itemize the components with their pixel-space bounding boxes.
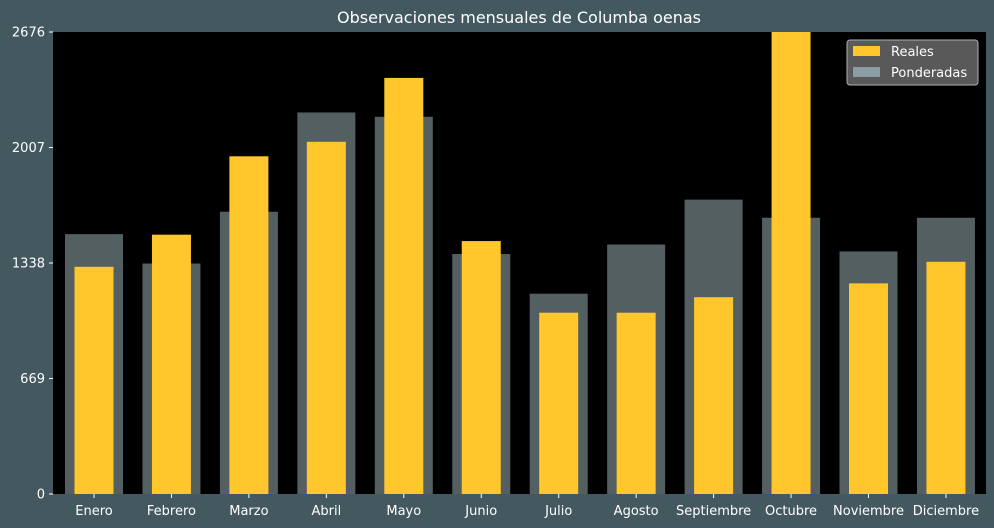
chart-title: Observaciones mensuales de Columba oenas — [337, 8, 701, 27]
legend: Reales Ponderadas — [846, 39, 979, 86]
bar-reales-mayo — [384, 77, 424, 494]
plot-area — [53, 32, 986, 494]
legend-swatch-reales — [853, 46, 880, 56]
y-tick-label: 2007 — [12, 141, 45, 156]
y-tick-label: 1338 — [12, 257, 45, 272]
bar-reales-abril — [306, 141, 346, 495]
bar-reales-octubre — [771, 32, 811, 494]
legend-label-ponderadas: Ponderadas — [891, 66, 967, 81]
y-tick-label: 669 — [20, 372, 45, 387]
x-tick-label-octubre: Octubre — [765, 504, 817, 519]
bar-reales-julio — [539, 312, 579, 494]
y-tick-label: 2676 — [12, 26, 45, 41]
x-tick-label-noviembre: Noviembre — [833, 504, 904, 519]
bar-reales-diciembre — [926, 261, 966, 494]
x-tick-label-abril: Abril — [311, 504, 341, 519]
y-tick-label: 0 — [37, 488, 45, 503]
legend-label-reales: Reales — [891, 45, 934, 60]
bar-reales-agosto — [616, 312, 656, 494]
legend-swatch-ponderadas — [853, 67, 880, 77]
x-tick-label-agosto: Agosto — [614, 504, 659, 519]
x-tick-label-julio: Julio — [544, 504, 572, 519]
bar-reales-junio — [461, 241, 501, 494]
bar-reales-febrero — [151, 234, 191, 494]
x-tick-label-enero: Enero — [75, 504, 113, 519]
bar-reales-noviembre — [849, 283, 888, 494]
bar-reales-septiembre — [694, 297, 734, 494]
x-tick-label-diciembre: Diciembre — [913, 504, 979, 519]
x-tick-label-junio: Junio — [464, 504, 497, 519]
bar-reales-enero — [74, 266, 114, 494]
x-tick-label-marzo: Marzo — [229, 504, 268, 519]
x-tick-label-febrero: Febrero — [147, 504, 196, 519]
bar-reales-marzo — [229, 156, 269, 494]
x-tick-label-septiembre: Septiembre — [676, 504, 751, 519]
x-tick-label-mayo: Mayo — [386, 504, 421, 519]
